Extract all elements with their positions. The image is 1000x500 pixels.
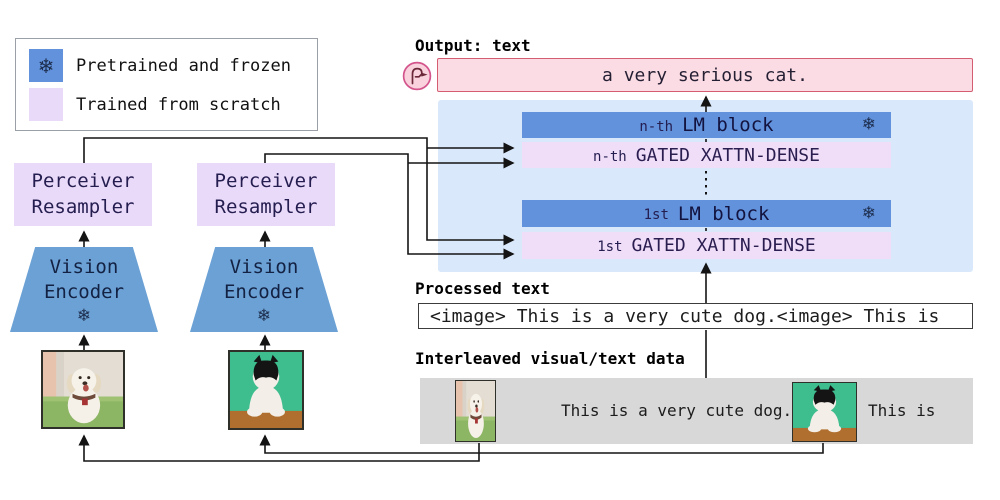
snowflake-icon: ❄ [861,203,876,224]
output-text-box: a very serious cat. [437,58,973,92]
snowflake-icon: ❄ [861,114,876,135]
lm-block-nth: n-th LM block ❄ [522,112,891,138]
perceiver-resampler-2: Perceiver Resampler [197,163,335,226]
interleaved-label: Interleaved visual/text data [415,349,685,368]
interleaved-data-box: This is a very cute dog. This is [420,378,973,444]
block-label: LM block [677,202,770,225]
legend-item-scratch: Trained from scratch [29,88,281,121]
snowflake-icon: ❄ [37,53,55,78]
cat-photo [228,350,304,430]
legend-item-frozen: ❄ Pretrained and frozen [29,49,291,82]
output-label: Output: text [415,36,531,55]
perceiver-resampler-1: Perceiver Resampler [14,163,152,226]
vision-encoder-label: Vision Encoder [223,256,305,303]
snowflake-icon: ❄ [76,306,92,327]
block-prefix: 1st [597,239,623,255]
block-label: LM block [682,114,774,136]
block-prefix: n-th [639,118,674,135]
legend-box: ❄ Pretrained and frozen Trained from scr… [15,38,318,131]
block-label: GATED XATTN-DENSE [631,235,816,256]
block-label: GATED XATTN-DENSE [635,144,820,166]
dog-photo [41,350,125,429]
gated-xattn-dense-1st: 1st GATED XATTN-DENSE [522,232,891,259]
gated-xattn-dense-nth: n-th GATED XATTN-DENSE [522,142,891,168]
block-prefix: n-th [593,148,627,165]
snowflake-icon: ❄ [256,306,272,327]
legend-label-frozen: Pretrained and frozen [76,55,291,76]
interleaved-text-1: This is a very cute dog. [561,401,793,420]
vision-encoder-2: Vision Encoder ❄ [190,247,338,332]
lm-stack-panel: n-th LM block ❄ n-th GATED XATTN-DENSE 1… [438,100,973,272]
dog-thumbnail [455,380,496,442]
scratch-swatch [29,88,63,121]
vision-encoder-label: Vision Encoder [43,256,125,303]
processed-text-label: Processed text [415,279,550,298]
vision-encoder-1: Vision Encoder ❄ [10,247,158,332]
interleaved-text-2: This is [868,401,936,420]
legend-label-scratch: Trained from scratch [76,94,281,115]
lm-block-1st: 1st LM block ❄ [522,200,891,227]
processed-text-box: <image> This is a very cute dog.<image> … [418,303,973,329]
cat-thumbnail [792,382,857,442]
frozen-swatch: ❄ [29,49,63,82]
flamingo-logo-icon [402,61,432,91]
block-prefix: 1st [643,207,669,223]
